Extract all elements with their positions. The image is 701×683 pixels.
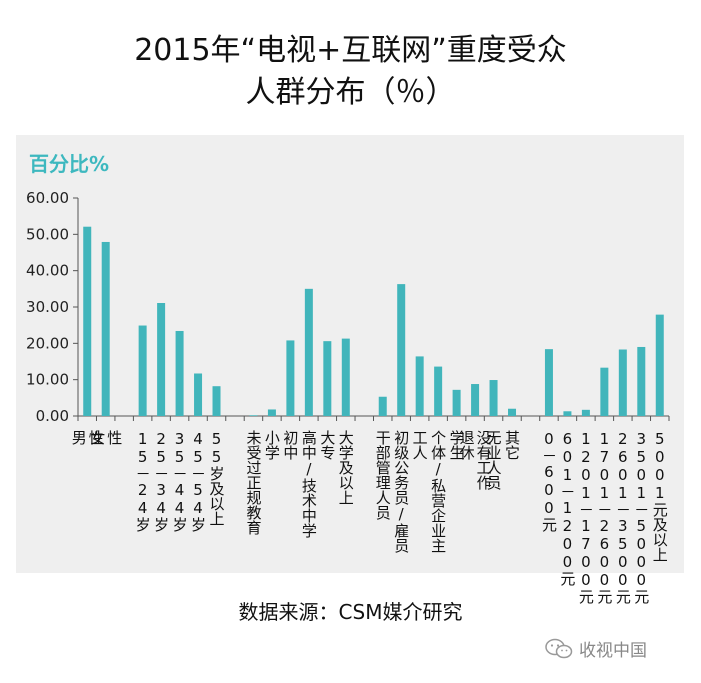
x-tick-label: 0－600元 bbox=[540, 430, 558, 533]
bar bbox=[83, 226, 92, 416]
bar bbox=[378, 396, 387, 416]
x-tick-label: 大专 bbox=[318, 430, 336, 460]
bar bbox=[471, 384, 480, 416]
x-tick-label: 无业人员 bbox=[485, 430, 503, 490]
x-tick-label: 性 bbox=[105, 430, 123, 445]
x-tick-label: 小学 bbox=[263, 430, 281, 460]
y-tick-label: 40.00 bbox=[26, 262, 69, 280]
x-tick-label: 601－1200元 bbox=[558, 430, 576, 587]
bar bbox=[618, 349, 627, 416]
chart-title-line2: 人群分布（％） bbox=[245, 75, 456, 110]
source-note: 数据来源：CSM媒介研究 bbox=[238, 600, 463, 624]
x-tick-label: 1201－1700元 bbox=[577, 430, 595, 605]
y-tick-label: 50.00 bbox=[26, 225, 69, 243]
x-tick-label: 1701－2600元 bbox=[595, 430, 613, 605]
x-tick-label: 其它 bbox=[503, 430, 521, 460]
x-tick-label: 初中 bbox=[281, 430, 299, 460]
y-tick-label: 30.00 bbox=[26, 298, 69, 316]
bar bbox=[138, 325, 147, 416]
x-tick-label: 工人 bbox=[411, 430, 429, 460]
x-tick-label: 男 bbox=[70, 430, 88, 446]
x-tick-label: 高中/技术中学 bbox=[300, 430, 318, 538]
bar bbox=[157, 303, 166, 416]
x-tick-label: 大学及以上 bbox=[337, 430, 355, 505]
bar bbox=[397, 284, 406, 416]
x-tick-label: 15－24岁 bbox=[134, 430, 152, 532]
bar bbox=[194, 373, 203, 416]
y-tick-label: 20.00 bbox=[26, 334, 69, 352]
x-tick-label: 3501－5000元 bbox=[632, 430, 650, 605]
watermark: 收视中国 bbox=[545, 636, 647, 661]
x-tick-label: 未受过正规教育 bbox=[244, 430, 262, 535]
bar bbox=[489, 380, 498, 416]
x-tick-label: 没有工作 bbox=[475, 430, 493, 490]
chart-title-line1: 2015年“电视+互联网”重度受众 bbox=[134, 33, 567, 68]
x-tick-label: 性 bbox=[87, 430, 105, 445]
bar bbox=[637, 346, 646, 416]
x-tick-label: 干部管理人员 bbox=[374, 430, 392, 520]
bar bbox=[212, 386, 221, 416]
bar bbox=[452, 389, 461, 416]
watermark-text: 收视中国 bbox=[579, 641, 647, 661]
x-tick-label: 5001元及以上 bbox=[651, 430, 669, 562]
x-tick-label: 女 bbox=[88, 429, 106, 445]
bar bbox=[600, 367, 609, 416]
bar bbox=[508, 408, 517, 416]
bar bbox=[267, 409, 276, 416]
bar bbox=[544, 349, 553, 416]
y-tick-label: 10.00 bbox=[26, 371, 69, 389]
bar bbox=[563, 411, 572, 416]
x-tick-label: 45－54岁 bbox=[189, 430, 207, 532]
chart-panel bbox=[16, 135, 684, 573]
bar bbox=[581, 409, 590, 416]
y-tick-label: 60.00 bbox=[26, 189, 69, 207]
bar bbox=[655, 314, 664, 416]
x-tick-label: 初级公务员/雇员 bbox=[392, 430, 410, 553]
x-tick-label: 个体/私营企业主 bbox=[429, 430, 447, 553]
bar bbox=[101, 241, 110, 416]
bar bbox=[304, 288, 313, 416]
bar bbox=[341, 338, 350, 416]
y-tick-label: 0.00 bbox=[36, 407, 69, 425]
x-tick-label: 退休 bbox=[458, 430, 476, 460]
bar bbox=[175, 330, 184, 416]
x-tick-label: 25－34岁 bbox=[152, 430, 170, 532]
bar bbox=[286, 340, 295, 416]
x-tick-label: 学生 bbox=[448, 430, 466, 460]
x-tick-label: 55岁及以上 bbox=[208, 430, 226, 526]
wechat-icon bbox=[545, 638, 573, 658]
bar bbox=[249, 415, 258, 416]
bar bbox=[415, 356, 424, 416]
x-tick-label: 2601－3500元 bbox=[614, 430, 632, 605]
x-tick-label: 35－44岁 bbox=[171, 430, 189, 532]
y-axis-label: 百分比% bbox=[29, 152, 110, 176]
bar bbox=[323, 341, 332, 416]
bar bbox=[434, 366, 443, 416]
